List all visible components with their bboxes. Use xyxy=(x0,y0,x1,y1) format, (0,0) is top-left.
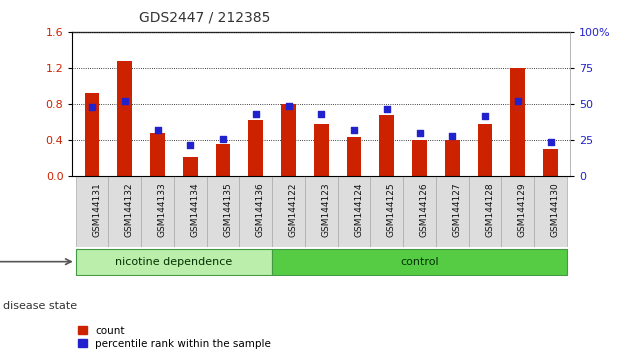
Text: GSM144122: GSM144122 xyxy=(289,182,297,236)
Text: GSM144130: GSM144130 xyxy=(551,182,559,237)
Bar xyxy=(248,120,263,177)
Text: GSM144126: GSM144126 xyxy=(420,182,428,237)
FancyBboxPatch shape xyxy=(141,177,174,247)
Bar xyxy=(445,140,460,177)
Text: GDS2447 / 212385: GDS2447 / 212385 xyxy=(139,11,270,25)
Text: GSM144129: GSM144129 xyxy=(518,182,527,237)
Bar xyxy=(183,156,198,177)
Point xyxy=(185,142,195,148)
FancyBboxPatch shape xyxy=(436,177,469,247)
Point xyxy=(546,139,556,145)
Point xyxy=(480,113,490,119)
Text: GSM144123: GSM144123 xyxy=(321,182,330,237)
Bar xyxy=(281,104,296,177)
FancyBboxPatch shape xyxy=(76,249,272,275)
Point xyxy=(447,133,457,139)
Text: GSM144133: GSM144133 xyxy=(158,182,166,237)
FancyBboxPatch shape xyxy=(534,177,567,247)
Legend: count, percentile rank within the sample: count, percentile rank within the sample xyxy=(77,326,272,349)
Point xyxy=(284,103,294,108)
Bar xyxy=(150,133,165,177)
Bar xyxy=(543,149,558,177)
Text: GSM144131: GSM144131 xyxy=(92,182,101,237)
FancyBboxPatch shape xyxy=(469,177,501,247)
FancyBboxPatch shape xyxy=(305,177,338,247)
Point xyxy=(152,127,163,133)
Text: disease state: disease state xyxy=(3,301,77,311)
Text: GSM144134: GSM144134 xyxy=(190,182,199,237)
Text: GSM144136: GSM144136 xyxy=(256,182,265,237)
Bar xyxy=(510,68,525,177)
Bar xyxy=(117,61,132,177)
Bar xyxy=(314,124,329,177)
Point xyxy=(349,127,359,133)
Bar xyxy=(478,124,493,177)
Point xyxy=(120,98,130,104)
Point xyxy=(382,106,392,112)
Bar xyxy=(215,144,231,177)
Text: nicotine dependence: nicotine dependence xyxy=(115,257,232,267)
FancyBboxPatch shape xyxy=(76,177,108,247)
FancyBboxPatch shape xyxy=(239,177,272,247)
Point xyxy=(316,112,326,117)
FancyBboxPatch shape xyxy=(370,177,403,247)
Point xyxy=(513,98,523,104)
FancyBboxPatch shape xyxy=(108,177,141,247)
Bar xyxy=(346,137,362,177)
Text: GSM144125: GSM144125 xyxy=(387,182,396,237)
FancyBboxPatch shape xyxy=(272,249,567,275)
FancyBboxPatch shape xyxy=(338,177,370,247)
FancyBboxPatch shape xyxy=(174,177,207,247)
Bar xyxy=(84,93,100,177)
Text: GSM144132: GSM144132 xyxy=(125,182,134,237)
Text: GSM144135: GSM144135 xyxy=(223,182,232,237)
Point xyxy=(251,112,261,117)
FancyBboxPatch shape xyxy=(272,177,305,247)
Point xyxy=(415,130,425,136)
Bar xyxy=(412,140,427,177)
Text: control: control xyxy=(400,257,439,267)
Text: GSM144124: GSM144124 xyxy=(354,182,363,236)
Bar xyxy=(379,115,394,177)
Point xyxy=(218,136,228,142)
Point xyxy=(87,104,97,110)
FancyBboxPatch shape xyxy=(207,177,239,247)
Text: GSM144128: GSM144128 xyxy=(485,182,494,237)
FancyBboxPatch shape xyxy=(403,177,436,247)
FancyBboxPatch shape xyxy=(501,177,534,247)
Text: GSM144127: GSM144127 xyxy=(452,182,461,237)
